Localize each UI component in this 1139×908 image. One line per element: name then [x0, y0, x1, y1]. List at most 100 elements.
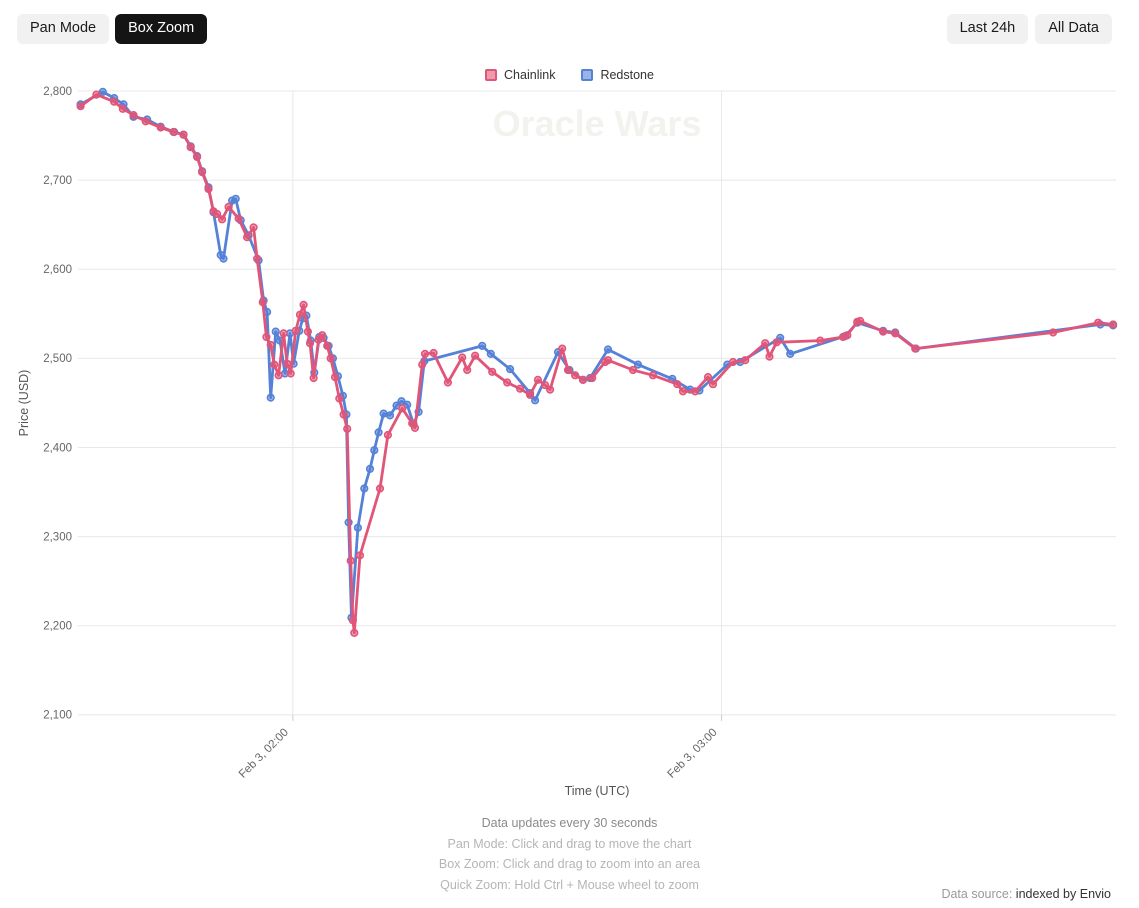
redstone-point[interactable] — [458, 353, 467, 362]
redstone-point[interactable] — [856, 316, 865, 326]
redstone-point[interactable] — [533, 375, 543, 384]
chainlink-point[interactable] — [478, 341, 487, 351]
redstone-point[interactable] — [224, 202, 233, 211]
redstone-point[interactable] — [471, 351, 480, 360]
price-chart-area[interactable]: 2,100 2,200 2,300 2,400 2,500 2,600 2,700 2,800… — [0, 0, 1139, 810]
redstone-point[interactable] — [1093, 318, 1103, 327]
chainlink-point[interactable] — [603, 345, 613, 354]
redstone-point[interactable] — [420, 349, 430, 359]
chainlink-point[interactable] — [271, 327, 280, 336]
redstone-point[interactable] — [193, 152, 202, 162]
redstone-point[interactable] — [339, 410, 348, 419]
chainlink-point[interactable] — [266, 393, 275, 402]
chainlink-point[interactable] — [365, 464, 375, 474]
redstone-point[interactable] — [728, 357, 738, 367]
redstone-point[interactable] — [648, 371, 658, 380]
redstone-point[interactable] — [234, 214, 243, 223]
redstone-point[interactable] — [563, 365, 573, 375]
redstone-point[interactable] — [545, 385, 555, 394]
chainlink-point[interactable] — [633, 360, 643, 369]
redstone-point[interactable] — [299, 300, 308, 310]
redstone-point[interactable] — [525, 390, 535, 400]
redstone-point[interactable] — [383, 430, 393, 440]
redstone-point[interactable] — [343, 424, 352, 433]
pan-mode-button[interactable]: Pan Mode — [17, 14, 110, 44]
redstone-point[interactable] — [488, 367, 497, 376]
redstone-point[interactable] — [708, 380, 718, 389]
redstone-point[interactable] — [218, 215, 227, 224]
redstone-point[interactable] — [690, 387, 700, 396]
chainlink-point[interactable] — [360, 484, 369, 493]
redstone-point[interactable] — [274, 371, 283, 380]
redstone-point[interactable] — [286, 369, 295, 378]
chainlink-point[interactable] — [786, 349, 795, 359]
redstone-point[interactable] — [578, 375, 588, 384]
redstone-point[interactable] — [110, 97, 119, 106]
redstone-point[interactable] — [1048, 328, 1058, 337]
redstone-point[interactable] — [375, 484, 385, 493]
last-24h-button[interactable]: Last 24h — [946, 14, 1029, 44]
chainlink-point[interactable] — [506, 365, 515, 374]
redstone-point[interactable] — [761, 339, 770, 348]
redstone-point[interactable] — [262, 332, 271, 342]
redstone-point[interactable] — [628, 365, 638, 375]
redstone-point[interactable] — [305, 339, 315, 348]
chainlink-point[interactable] — [98, 87, 107, 96]
redstone-point[interactable] — [258, 298, 267, 307]
redstone-point[interactable] — [169, 127, 178, 137]
redstone-point[interactable] — [283, 359, 292, 368]
redstone-point[interactable] — [558, 344, 567, 353]
redstone-point[interactable] — [266, 340, 275, 350]
redstone-point[interactable] — [141, 117, 150, 126]
redstone-point[interactable] — [253, 254, 262, 263]
redstone-point[interactable] — [335, 394, 344, 403]
redstone-point[interactable] — [326, 354, 335, 363]
redstone-point[interactable] — [295, 310, 305, 319]
redstone-point[interactable] — [309, 373, 318, 383]
data-source-link[interactable]: indexed by Envio — [1015, 887, 1111, 901]
redstone-point[interactable] — [118, 104, 127, 113]
redstone-point[interactable] — [346, 556, 355, 565]
redstone-point[interactable] — [588, 373, 597, 383]
redstone-point[interactable] — [213, 209, 222, 219]
chainlink-point[interactable] — [231, 194, 240, 203]
redstone-point[interactable] — [703, 373, 713, 382]
redstone-point[interactable] — [603, 356, 613, 365]
chainlink-point[interactable] — [370, 446, 379, 455]
redstone-point[interactable] — [503, 378, 512, 387]
redstone-point[interactable] — [878, 327, 888, 336]
redstone-point[interactable] — [291, 326, 300, 335]
redstone-point[interactable] — [891, 329, 900, 338]
redstone-point[interactable] — [249, 223, 258, 232]
redstone-point[interactable] — [418, 360, 427, 369]
redstone-point[interactable] — [318, 331, 327, 340]
legend-item-redstone[interactable]: Chainlink — [485, 68, 555, 82]
all-data-button[interactable]: All Data — [1035, 14, 1112, 44]
chainlink-point[interactable] — [219, 254, 228, 263]
chainlink-point[interactable] — [530, 396, 540, 405]
chainlink-point[interactable] — [374, 428, 383, 437]
redstone-point[interactable] — [843, 331, 852, 340]
redstone-point[interactable] — [270, 360, 279, 369]
redstone-point[interactable] — [243, 233, 252, 242]
redstone-point[interactable] — [540, 381, 550, 390]
redstone-point[interactable] — [350, 628, 359, 638]
redstone-point[interactable] — [303, 327, 313, 336]
redstone-point[interactable] — [186, 143, 195, 152]
redstone-point[interactable] — [156, 123, 165, 132]
redstone-point[interactable] — [772, 338, 781, 347]
redstone-point[interactable] — [443, 378, 453, 387]
legend-item-chainlink[interactable]: Redstone — [581, 68, 654, 82]
redstone-point[interactable] — [129, 110, 138, 120]
redstone-point[interactable] — [398, 404, 407, 413]
redstone-point[interactable] — [323, 341, 332, 351]
redstone-point[interactable] — [741, 356, 750, 365]
box-zoom-button[interactable]: Box Zoom — [115, 14, 208, 44]
redstone-point[interactable] — [204, 184, 213, 194]
redstone-point[interactable] — [92, 90, 101, 99]
redstone-point[interactable] — [911, 344, 920, 353]
redstone-point[interactable] — [76, 102, 85, 111]
chainlink-point[interactable] — [353, 523, 363, 532]
redstone-point[interactable] — [515, 384, 525, 393]
chainlink-point[interactable] — [379, 409, 388, 418]
